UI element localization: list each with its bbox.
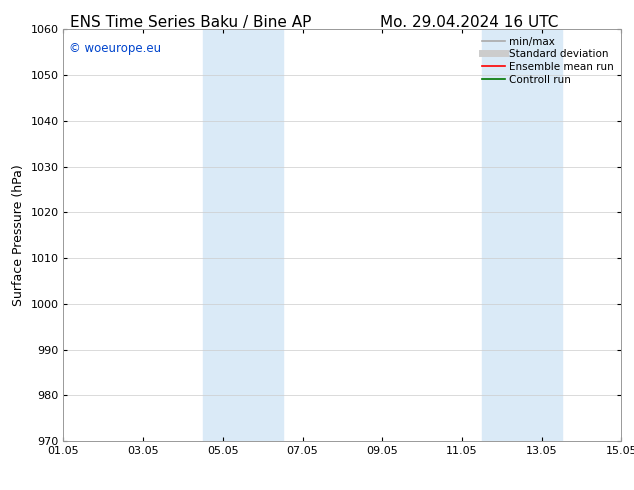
Text: © woeurope.eu: © woeurope.eu [69,42,161,55]
Legend: min/max, Standard deviation, Ensemble mean run, Controll run: min/max, Standard deviation, Ensemble me… [480,35,616,87]
Text: Mo. 29.04.2024 16 UTC: Mo. 29.04.2024 16 UTC [380,15,559,30]
Bar [203,29,283,441]
Bar [482,29,562,441]
Y-axis label: Surface Pressure (hPa): Surface Pressure (hPa) [12,164,25,306]
Text: ENS Time Series Baku / Bine AP: ENS Time Series Baku / Bine AP [70,15,311,30]
